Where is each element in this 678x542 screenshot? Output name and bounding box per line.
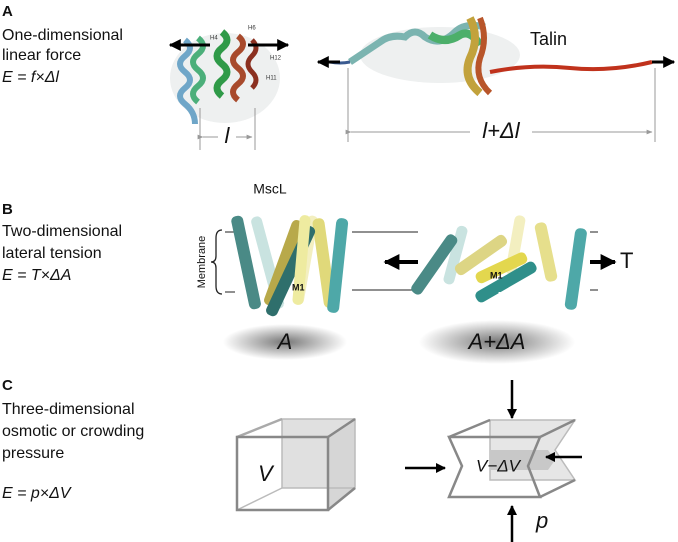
cube	[235, 417, 356, 512]
helix-label: M2	[283, 302, 296, 312]
volume-label: V	[258, 461, 275, 486]
panel-c: C Three-dimensional osmotic or crowding …	[2, 377, 582, 542]
membrane-label: Membrane	[196, 236, 208, 289]
protein-name: Talin	[530, 29, 567, 49]
protein-structure	[170, 29, 280, 125]
area-shadow	[223, 324, 347, 360]
brace	[210, 229, 223, 295]
helix-label: H6	[248, 26, 256, 32]
volume-label: V−ΔV	[476, 456, 522, 475]
protein-name: MscL	[253, 181, 287, 197]
equation: E = p×ΔV	[2, 485, 72, 502]
equation: E = T×ΔA	[2, 267, 71, 284]
helix-label: M1	[292, 282, 305, 292]
description: lateral tension	[2, 245, 102, 262]
panel-b: B Two-dimensional lateral tension E = T×…	[2, 181, 633, 364]
panel-a: A One-dimensional linear force E = f×Δl …	[2, 3, 676, 150]
pressure-label: p	[535, 508, 548, 533]
panel-label: B	[2, 201, 13, 218]
helix-label: H12	[270, 56, 282, 62]
length-label: l+Δl	[482, 118, 520, 143]
area-label: A	[276, 329, 293, 354]
description: pressure	[2, 445, 64, 462]
length-label: l	[225, 123, 231, 148]
compressed-cube	[447, 418, 577, 499]
equation: E = f×Δl	[2, 69, 59, 86]
talin-structure	[329, 16, 653, 97]
helix-label: H4	[210, 36, 218, 42]
helix-label: M1	[490, 270, 503, 280]
tension-label: T	[620, 248, 633, 273]
area-label: A+ΔA	[467, 329, 526, 354]
mscl-open	[411, 215, 587, 310]
area-shadow	[419, 320, 575, 364]
panel-label: A	[2, 3, 13, 20]
description: linear force	[2, 47, 81, 64]
description: Two-dimensional	[2, 223, 122, 240]
helix-label: H11	[266, 76, 277, 82]
panel-label: C	[2, 377, 13, 394]
mscl-closed	[231, 215, 349, 317]
description: osmotic or crowding	[2, 423, 144, 440]
description: Three-dimensional	[2, 401, 135, 418]
helix-label: M2	[498, 290, 511, 300]
description: One-dimensional	[2, 27, 123, 44]
